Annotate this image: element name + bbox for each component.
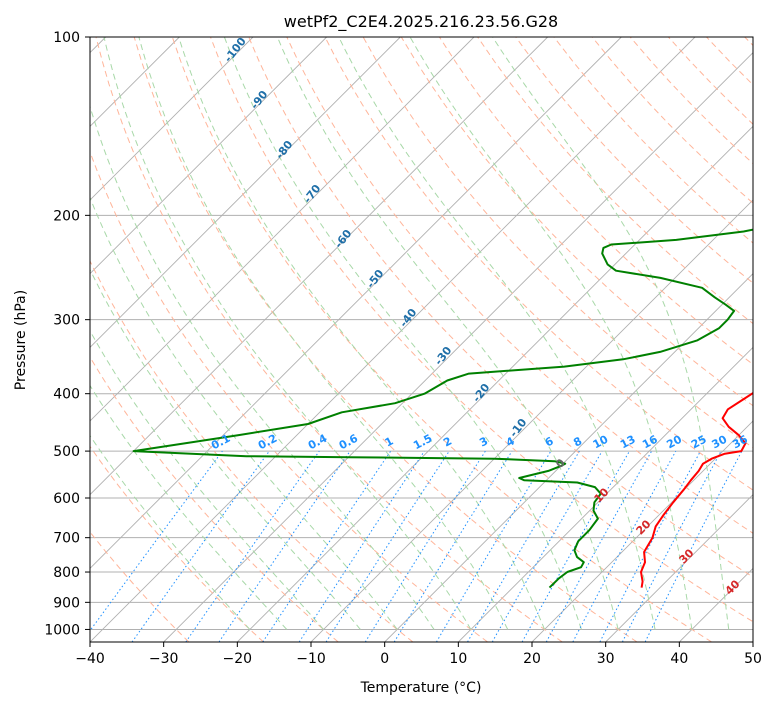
moist-adiabat-line xyxy=(223,37,582,630)
mixing-ratio-line xyxy=(521,450,630,642)
dry-adiabat-line xyxy=(171,37,712,642)
mixing-ratio-label: 20 xyxy=(664,433,684,452)
mixing-ratio-label: 25 xyxy=(689,433,709,452)
mixing-ratio-line xyxy=(90,450,223,632)
y-tick-label: 800 xyxy=(53,565,80,581)
sounding-traces xyxy=(132,228,753,589)
isotherm-line xyxy=(531,420,753,642)
x-tick-label: −30 xyxy=(149,651,179,667)
moist-adiabat-line xyxy=(178,37,546,630)
moist-adiabat-line xyxy=(90,196,398,630)
x-tick-label: −10 xyxy=(296,651,326,667)
dry-adiabat-line xyxy=(90,356,339,642)
y-tick-label: 400 xyxy=(53,387,80,403)
mixing-ratio-line xyxy=(218,450,351,642)
mixing-ratio-label: 13 xyxy=(618,433,638,452)
x-axis-ticks: −40 −30 −20 −10 0 10 20 30 40 50 xyxy=(75,642,762,667)
x-axis-label: Temperature (°C) xyxy=(360,680,482,696)
x-tick-label: 10 xyxy=(449,651,467,667)
temperature-trace xyxy=(640,391,753,588)
isotherm-line xyxy=(458,346,753,642)
y-tick-label: 700 xyxy=(53,531,80,547)
moist-adiabat-line xyxy=(338,37,656,630)
x-tick-label: 50 xyxy=(744,651,762,667)
y-tick-label: 100 xyxy=(53,30,80,46)
isotherm-line xyxy=(90,37,327,275)
moist-adiabat-line xyxy=(492,37,730,630)
y-axis-ticks: 100 200 300 400 500 600 700 800 900 1000 xyxy=(44,30,90,638)
mixing-ratio-label: 16 xyxy=(640,433,660,452)
mixing-ratio-label: 30 xyxy=(710,433,730,452)
isotherm-line xyxy=(90,37,401,348)
moist-adiabat-line xyxy=(90,268,361,630)
isotherm-line xyxy=(237,125,753,642)
dry-adiabat-line xyxy=(515,37,753,284)
y-tick-label: 300 xyxy=(53,313,80,329)
x-tick-label: 40 xyxy=(670,651,688,667)
dry-adiabat-line xyxy=(210,37,753,623)
mixing-ratio-line xyxy=(393,450,513,642)
mixing-ratio-line xyxy=(185,450,320,642)
dewpoint-trace xyxy=(132,228,753,589)
dry-adiabat-line xyxy=(248,37,753,578)
dry-adiabat-line xyxy=(133,37,638,642)
dry-adiabat-line xyxy=(90,259,414,642)
mixing-ratio-line xyxy=(644,450,743,642)
mixing-ratio-line xyxy=(262,450,392,642)
isotherm-line xyxy=(90,37,548,496)
moist-adiabat-line xyxy=(138,37,509,630)
moist-adiabat-line xyxy=(103,37,472,630)
isotherm-line xyxy=(90,37,622,569)
isotherm-line xyxy=(163,52,753,642)
x-tick-label: −40 xyxy=(75,651,105,667)
y-axis-label: Pressure (hPa) xyxy=(13,290,29,390)
isotherm-line xyxy=(384,273,753,642)
mixing-ratio-line xyxy=(325,450,450,642)
y-tick-label: 200 xyxy=(53,208,80,224)
mixing-ratio-line xyxy=(298,450,425,642)
mixing-ratio-label: 10 xyxy=(591,433,611,452)
isotherm-line xyxy=(90,37,696,642)
y-tick-label: 900 xyxy=(53,595,80,611)
dry-adiabat-line xyxy=(95,37,563,642)
plot-frame xyxy=(89,36,754,643)
moist-adiabat-line xyxy=(90,384,288,630)
dry-adiabat-line xyxy=(90,445,264,642)
chart-title: wetPf2_C2E4.2025.216.23.56.G28 xyxy=(284,12,558,32)
x-tick-label: 20 xyxy=(523,651,541,667)
moist-adiabat-line xyxy=(276,37,619,630)
y-tick-label: 600 xyxy=(53,491,80,507)
isotherm-line xyxy=(90,37,254,201)
x-tick-label: 0 xyxy=(380,651,389,667)
x-tick-label: 30 xyxy=(597,651,615,667)
isotherm-line xyxy=(605,494,753,642)
moist-adiabat-line xyxy=(90,434,251,630)
mixing-ratio-line xyxy=(545,450,653,642)
background-lines xyxy=(90,37,753,642)
y-tick-label: 500 xyxy=(53,444,80,460)
mixing-ratio-label: 36 xyxy=(730,433,750,452)
x-tick-label: −20 xyxy=(223,651,253,667)
mixing-ratio-line xyxy=(131,450,270,642)
isotherm-line xyxy=(90,37,475,422)
moist-adiabat-line xyxy=(90,329,324,630)
mixing-ratio-line xyxy=(572,450,677,642)
y-tick-label: 1000 xyxy=(44,622,80,638)
dry-adiabat-line xyxy=(324,37,753,491)
moist-adiabat-line xyxy=(409,37,693,630)
moist-adiabat-line xyxy=(90,104,435,630)
